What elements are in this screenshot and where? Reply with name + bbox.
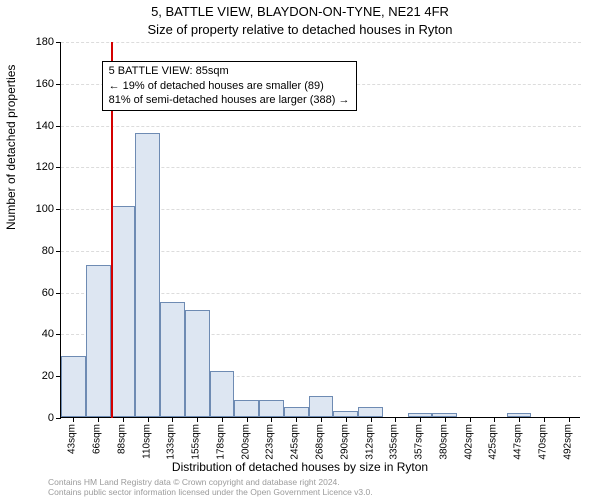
histogram-bar — [135, 133, 160, 417]
histogram-bar — [185, 310, 210, 417]
x-tick-label: 223sqm — [265, 424, 276, 460]
x-tick — [247, 417, 248, 422]
x-tick-label: 312sqm — [364, 424, 375, 460]
x-tick — [470, 417, 471, 422]
gridline — [61, 84, 581, 85]
y-tick-label: 20 — [14, 370, 54, 382]
y-tick-label: 0 — [14, 412, 54, 424]
x-tick — [494, 417, 495, 422]
x-tick-label: 200sqm — [240, 424, 251, 460]
histogram-bar — [111, 206, 136, 417]
x-tick-label: 178sqm — [215, 424, 226, 460]
x-tick — [148, 417, 149, 422]
y-tick-label: 180 — [14, 36, 54, 48]
chart-title-sub: Size of property relative to detached ho… — [0, 22, 600, 37]
y-tick — [56, 84, 61, 85]
histogram-bar — [358, 407, 383, 417]
x-tick — [197, 417, 198, 422]
gridline — [61, 42, 581, 43]
histogram-bar — [86, 265, 111, 417]
x-tick-label: 380sqm — [438, 424, 449, 460]
x-tick — [395, 417, 396, 422]
x-tick — [222, 417, 223, 422]
plot-area — [60, 42, 580, 418]
histogram-bar — [160, 302, 185, 417]
x-tick — [73, 417, 74, 422]
footer-line2: Contains public sector information licen… — [48, 488, 373, 498]
chart-title-main: 5, BATTLE VIEW, BLAYDON-ON-TYNE, NE21 4F… — [0, 4, 600, 19]
x-tick-label: 447sqm — [513, 424, 524, 460]
y-tick-label: 160 — [14, 78, 54, 90]
x-axis-label: Distribution of detached houses by size … — [0, 460, 600, 474]
x-tick — [98, 417, 99, 422]
x-tick-label: 290sqm — [339, 424, 350, 460]
x-tick-label: 155sqm — [191, 424, 202, 460]
y-tick-label: 140 — [14, 120, 54, 132]
x-tick-label: 43sqm — [67, 424, 78, 454]
y-tick-label: 80 — [14, 245, 54, 257]
y-tick — [56, 334, 61, 335]
y-tick — [56, 418, 61, 419]
histogram-bar — [259, 400, 284, 417]
y-tick — [56, 251, 61, 252]
histogram-bar — [309, 396, 334, 417]
histogram-bar — [61, 356, 86, 417]
x-tick-label: 335sqm — [389, 424, 400, 460]
histogram-bar — [284, 407, 309, 417]
x-tick-label: 110sqm — [141, 424, 152, 459]
footer-attribution: Contains HM Land Registry data © Crown c… — [48, 478, 373, 498]
x-tick — [420, 417, 421, 422]
x-tick-label: 492sqm — [562, 424, 573, 460]
x-tick — [346, 417, 347, 422]
histogram-bar — [234, 400, 259, 417]
x-tick — [172, 417, 173, 422]
y-tick-label: 120 — [14, 161, 54, 173]
x-tick-label: 357sqm — [414, 424, 425, 460]
y-tick — [56, 42, 61, 43]
y-tick — [56, 209, 61, 210]
x-tick-label: 66sqm — [92, 424, 103, 454]
x-tick — [123, 417, 124, 422]
x-tick-label: 268sqm — [315, 424, 326, 460]
x-tick — [569, 417, 570, 422]
y-tick-label: 40 — [14, 328, 54, 340]
y-tick — [56, 293, 61, 294]
x-tick-label: 470sqm — [537, 424, 548, 460]
x-tick-label: 402sqm — [463, 424, 474, 460]
x-tick — [445, 417, 446, 422]
x-tick — [371, 417, 372, 422]
x-tick-label: 133sqm — [166, 424, 177, 460]
x-tick — [544, 417, 545, 422]
histogram-bar — [210, 371, 235, 417]
x-tick — [519, 417, 520, 422]
x-tick — [321, 417, 322, 422]
gridline — [61, 126, 581, 127]
x-tick-label: 425sqm — [488, 424, 499, 460]
x-tick — [296, 417, 297, 422]
x-tick — [271, 417, 272, 422]
y-tick — [56, 167, 61, 168]
x-tick-label: 88sqm — [116, 424, 127, 454]
y-tick — [56, 126, 61, 127]
x-tick-label: 245sqm — [290, 424, 301, 460]
y-tick-label: 60 — [14, 287, 54, 299]
y-tick-label: 100 — [14, 203, 54, 215]
